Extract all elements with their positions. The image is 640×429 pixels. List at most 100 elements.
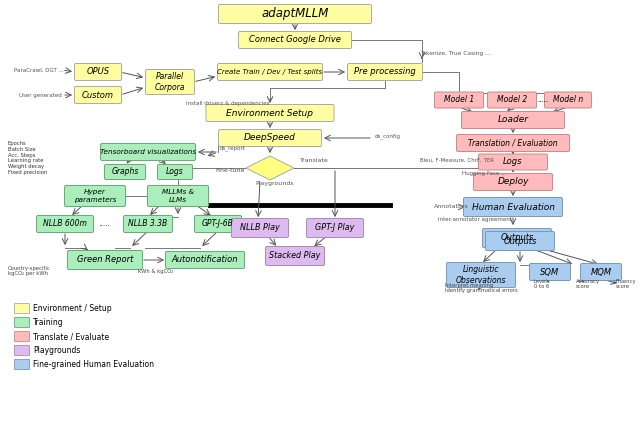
Text: Translate / Evaluate: Translate / Evaluate <box>33 332 109 341</box>
Text: Hyper
parameters: Hyper parameters <box>74 190 116 202</box>
Text: Translation / Evaluation: Translation / Evaluation <box>468 139 558 148</box>
Text: Training: Training <box>33 318 63 327</box>
Text: GPT-J-6B: GPT-J-6B <box>202 220 234 229</box>
Text: Annotators: Annotators <box>434 205 468 209</box>
Text: GPT-J Play: GPT-J Play <box>316 224 355 233</box>
FancyBboxPatch shape <box>479 154 547 170</box>
Text: DeepSpeed: DeepSpeed <box>244 133 296 142</box>
Text: .....: ..... <box>538 97 548 103</box>
FancyBboxPatch shape <box>67 251 143 269</box>
Text: Human Evaluation: Human Evaluation <box>472 202 554 211</box>
Text: Accuracy
score: Accuracy score <box>576 278 600 290</box>
FancyBboxPatch shape <box>15 303 29 314</box>
FancyBboxPatch shape <box>580 263 621 281</box>
Text: Deploy: Deploy <box>497 178 529 187</box>
Text: Country-specific
kgCO₂ per kWh: Country-specific kgCO₂ per kWh <box>8 266 51 276</box>
Text: OPUS: OPUS <box>86 67 109 76</box>
Text: Graphs: Graphs <box>111 167 139 176</box>
FancyBboxPatch shape <box>100 143 195 160</box>
FancyBboxPatch shape <box>232 218 289 238</box>
FancyBboxPatch shape <box>65 185 125 206</box>
Text: SQM: SQM <box>540 268 559 277</box>
Text: NLLB 600m: NLLB 600m <box>43 220 87 229</box>
Text: Model n: Model n <box>553 96 583 105</box>
Text: Translate: Translate <box>300 157 329 163</box>
FancyBboxPatch shape <box>166 251 244 269</box>
Text: Epochs
Batch Size
Acc. Steps
Learning rate
Weight decay
Fixed precision: Epochs Batch Size Acc. Steps Learning ra… <box>8 141 47 175</box>
Polygon shape <box>246 156 294 180</box>
FancyBboxPatch shape <box>545 92 591 108</box>
FancyBboxPatch shape <box>15 332 29 341</box>
FancyBboxPatch shape <box>218 4 371 24</box>
Text: Environment Setup: Environment Setup <box>227 109 314 118</box>
Text: Fluency
score: Fluency score <box>616 278 637 290</box>
FancyBboxPatch shape <box>456 135 570 151</box>
FancyBboxPatch shape <box>218 63 323 81</box>
FancyBboxPatch shape <box>488 92 536 108</box>
Text: .....: ..... <box>98 220 110 229</box>
FancyBboxPatch shape <box>307 218 364 238</box>
Text: Create Train / Dev / Test splits: Create Train / Dev / Test splits <box>218 69 323 75</box>
Text: Hugging Face ...: Hugging Face ... <box>462 172 506 176</box>
FancyBboxPatch shape <box>529 263 570 281</box>
FancyBboxPatch shape <box>348 63 422 81</box>
Text: Fine-grained Human Evaluation: Fine-grained Human Evaluation <box>33 360 154 369</box>
FancyBboxPatch shape <box>483 229 552 248</box>
Text: Logs: Logs <box>166 167 184 176</box>
FancyBboxPatch shape <box>145 69 195 94</box>
Text: Environment / Setup: Environment / Setup <box>33 304 111 313</box>
FancyBboxPatch shape <box>157 164 193 179</box>
Text: Autonotification: Autonotification <box>172 256 238 265</box>
FancyBboxPatch shape <box>104 164 145 179</box>
Text: Connect Google Drive: Connect Google Drive <box>249 36 341 45</box>
FancyBboxPatch shape <box>461 112 564 129</box>
FancyBboxPatch shape <box>195 215 241 233</box>
FancyBboxPatch shape <box>15 360 29 369</box>
Text: install drivers & dependencies: install drivers & dependencies <box>186 100 269 106</box>
Text: Parallel
Corpora: Parallel Corpora <box>155 73 185 92</box>
Text: Pre processing: Pre processing <box>354 67 416 76</box>
Text: Model 2: Model 2 <box>497 96 527 105</box>
Text: Fine-tune: Fine-tune <box>215 167 244 172</box>
Text: Outputs: Outputs <box>500 233 534 242</box>
FancyBboxPatch shape <box>239 31 351 48</box>
Text: MQM: MQM <box>591 268 612 277</box>
Text: Playgrounds: Playgrounds <box>255 181 294 187</box>
FancyBboxPatch shape <box>15 345 29 356</box>
Text: User generated: User generated <box>19 93 61 97</box>
Text: NLLB 3.3B: NLLB 3.3B <box>129 220 168 229</box>
FancyBboxPatch shape <box>447 263 515 287</box>
FancyBboxPatch shape <box>218 130 321 146</box>
Text: Levels
0 to 6: Levels 0 to 6 <box>534 278 550 290</box>
Text: ds_report: ds_report <box>220 145 246 151</box>
Text: Bleu, F-Measure, ChrF, TER: Bleu, F-Measure, ChrF, TER <box>420 157 494 163</box>
Text: Custom: Custom <box>82 91 114 100</box>
FancyBboxPatch shape <box>486 232 554 251</box>
Text: Tokenize, True Casing ...: Tokenize, True Casing ... <box>420 51 491 57</box>
Text: Green Report: Green Report <box>77 256 133 265</box>
Text: Model 1: Model 1 <box>444 96 474 105</box>
FancyBboxPatch shape <box>474 173 552 190</box>
Text: Loader: Loader <box>497 115 529 124</box>
FancyBboxPatch shape <box>15 317 29 327</box>
Text: Interpret meaning
Identify grammatical errors: Interpret meaning Identify grammatical e… <box>445 283 518 293</box>
FancyBboxPatch shape <box>74 63 122 81</box>
FancyBboxPatch shape <box>74 87 122 103</box>
Text: NLLB Play: NLLB Play <box>240 224 280 233</box>
FancyBboxPatch shape <box>36 215 93 233</box>
Text: ParaCrawl, DGT ...: ParaCrawl, DGT ... <box>14 67 64 73</box>
Text: Tensorboard visualizations: Tensorboard visualizations <box>100 149 196 155</box>
Text: Outputs: Outputs <box>503 236 537 245</box>
FancyBboxPatch shape <box>124 215 173 233</box>
Text: ds_config: ds_config <box>375 133 401 139</box>
FancyBboxPatch shape <box>463 197 563 217</box>
Text: adaptMLLM: adaptMLLM <box>261 7 329 21</box>
FancyBboxPatch shape <box>206 105 334 121</box>
Text: Linguistic
Observations: Linguistic Observations <box>456 265 506 285</box>
Text: Stacked Play: Stacked Play <box>269 251 321 260</box>
Text: kWh & kgCO₂: kWh & kgCO₂ <box>138 269 173 274</box>
Text: MLLMs &
LLMs: MLLMs & LLMs <box>162 190 194 202</box>
FancyBboxPatch shape <box>147 185 209 206</box>
Text: Inter-annotator agreement: Inter-annotator agreement <box>438 218 512 223</box>
FancyBboxPatch shape <box>435 92 483 108</box>
